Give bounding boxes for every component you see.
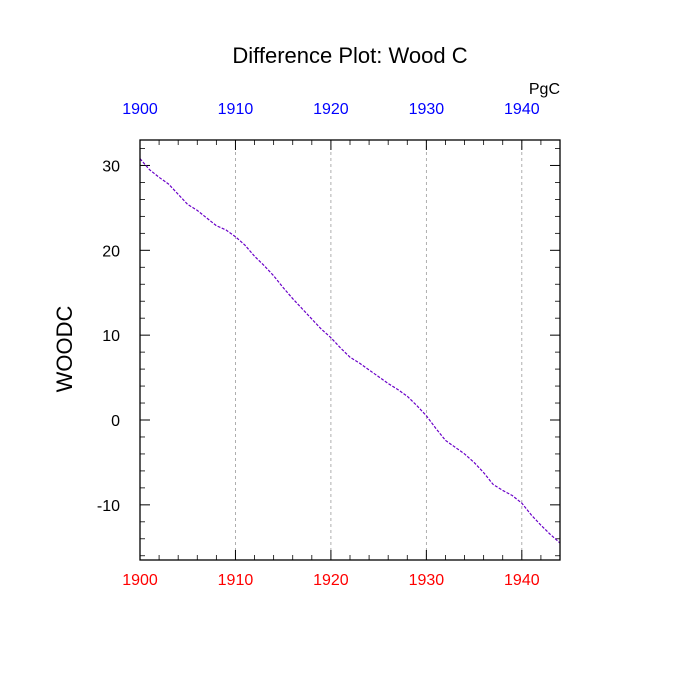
x-tick-label: 1930 bbox=[409, 572, 445, 589]
x-tick-label: 1920 bbox=[313, 572, 349, 589]
x-tick-label: 1900 bbox=[122, 572, 158, 589]
x-tick-label-top: 1910 bbox=[218, 101, 254, 118]
tick-labels: 1900 1900 1910 1910 1920 1920 1930 1930 1940 1940… bbox=[97, 101, 540, 589]
x-tick-label-top: 1930 bbox=[409, 101, 445, 118]
units-label: PgC bbox=[529, 81, 560, 98]
y-axis-label: WOODC bbox=[52, 306, 77, 393]
y-tick-label: 10 bbox=[102, 328, 120, 345]
x-tick-label: 1910 bbox=[218, 572, 254, 589]
y-tick-label: -10 bbox=[97, 498, 120, 515]
gridlines bbox=[235, 140, 523, 560]
x-tick-label-top: 1920 bbox=[313, 101, 349, 118]
chart-title: Difference Plot: Wood C bbox=[232, 43, 467, 68]
plot-frame bbox=[139, 139, 561, 561]
y-tick-label: 0 bbox=[111, 413, 120, 430]
x-tick-label: 1940 bbox=[504, 572, 540, 589]
series-line bbox=[139, 158, 561, 544]
minor-ticks bbox=[140, 140, 560, 560]
y-tick-label: 20 bbox=[102, 243, 120, 260]
x-tick-label-top: 1900 bbox=[122, 101, 158, 118]
major-ticks bbox=[139, 140, 560, 560]
y-tick-label: 30 bbox=[102, 158, 120, 175]
x-tick-label-top: 1940 bbox=[504, 101, 540, 118]
